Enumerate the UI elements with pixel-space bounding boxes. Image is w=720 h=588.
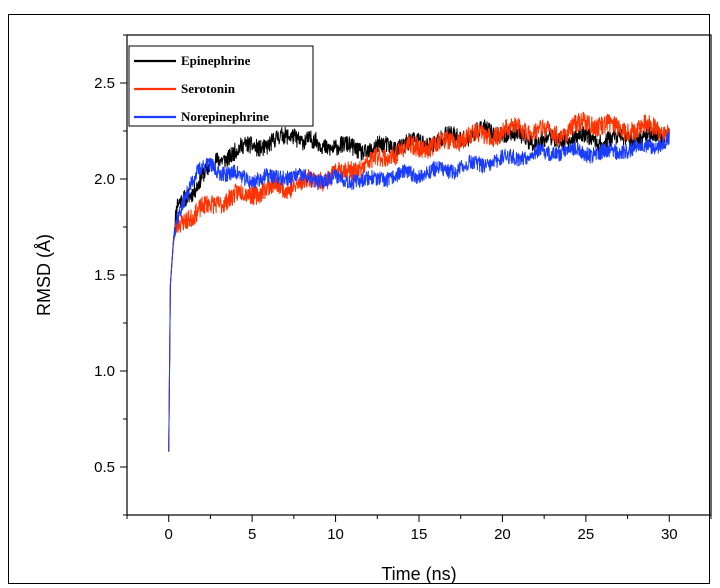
y-tick-label: 0.5 (94, 459, 115, 476)
legend-label-epinephrine: Epinephrine (181, 53, 251, 68)
legend-box (128, 45, 314, 127)
series-line-epinephrine (168, 119, 670, 452)
x-tick-label: 0 (165, 526, 173, 543)
legend-label-norepinephrine: Norepinephrine (181, 109, 269, 124)
legend-label-serotonin: Serotonin (181, 81, 236, 96)
legend: Epinephrine Serotonin Norepinephrine (128, 45, 314, 127)
series-line-norepinephrine (168, 131, 670, 452)
y-tick-label: 1.5 (94, 267, 115, 284)
x-tick-label: 5 (248, 526, 256, 543)
y-tick-label: 2.0 (94, 171, 115, 188)
y-tick-labels: 0.5 1.0 1.5 2.0 2.5 (94, 75, 115, 476)
y-tick-label: 2.5 (94, 75, 115, 92)
x-tick-label: 10 (327, 526, 344, 543)
y-tick-label: 1.0 (94, 363, 115, 380)
x-tick-label: 25 (578, 526, 595, 543)
figure-frame (8, 14, 710, 584)
y-axis-title: RMSD (Å) (34, 234, 54, 316)
x-axis-title: Time (ns) (381, 564, 456, 584)
x-tick-labels: 0 5 10 15 20 25 30 (165, 526, 678, 543)
series-lines (168, 111, 670, 452)
x-tick-label: 20 (494, 526, 511, 543)
axis-ticks (120, 34, 712, 522)
x-tick-label: 30 (661, 526, 678, 543)
x-tick-label: 15 (411, 526, 428, 543)
series-line-serotonin (168, 111, 670, 452)
